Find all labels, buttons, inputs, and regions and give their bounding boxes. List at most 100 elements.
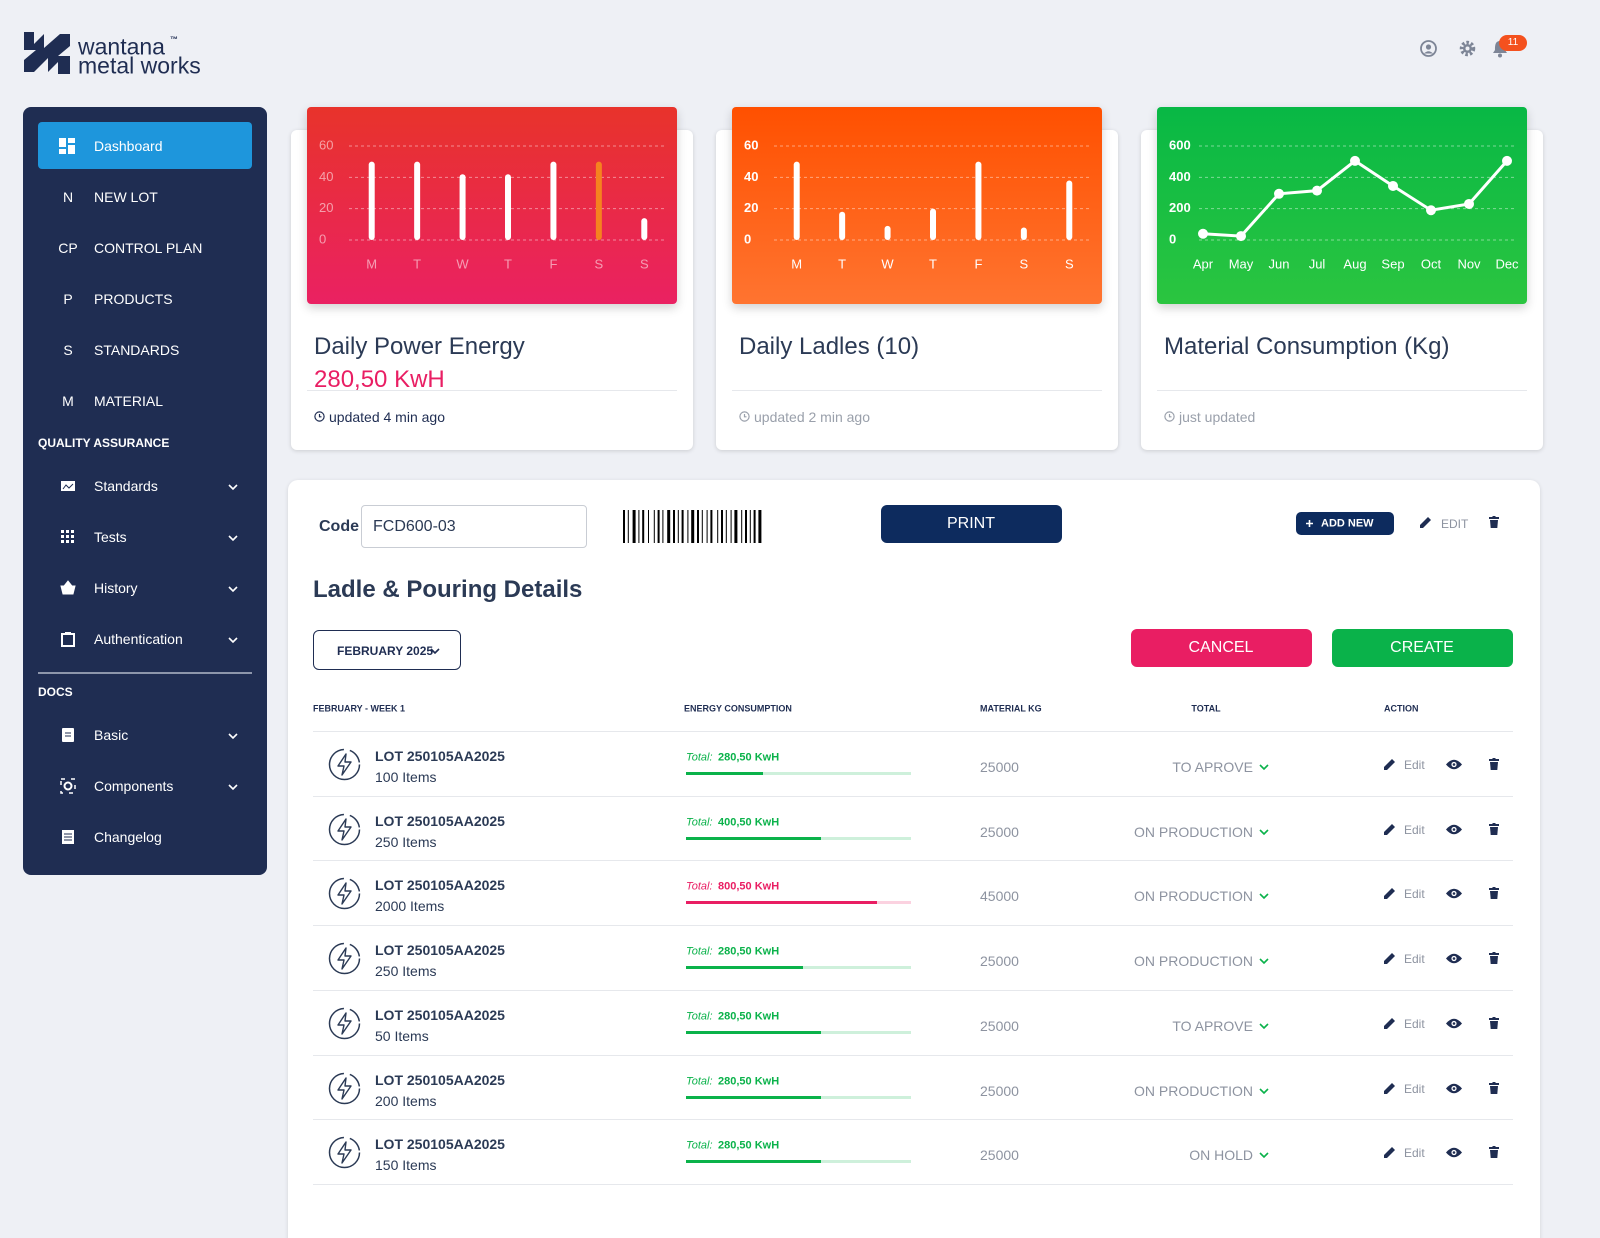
nav-label[interactable]: Components [94,778,174,794]
progress-bar [686,836,821,840]
settings-icon[interactable] [1459,40,1476,57]
delete-icon[interactable] [1489,758,1499,770]
lot-name: LOT 250105AA2025 [375,877,505,894]
material-kg: 45000 [980,888,1019,905]
nav-icon [60,580,76,595]
nav-label[interactable]: STANDARDS [94,342,180,358]
nav-label[interactable]: Authentication [94,631,183,647]
nav-label[interactable]: History [94,580,138,596]
edit-icon[interactable] [1383,1017,1396,1030]
edit-link[interactable]: Edit [1404,1016,1425,1031]
edit-icon[interactable] [1383,1082,1396,1095]
nav-label[interactable]: MATERIAL [94,393,163,409]
nav-label: Dashboard [94,138,163,154]
edit-link[interactable]: Edit [1404,1081,1425,1096]
bar [930,208,936,240]
nav-dashboard[interactable]: Dashboard [38,122,252,169]
chart: 0 20 40 60 M T W T F S S [319,137,667,271]
view-icon[interactable] [1446,824,1462,835]
row-divider [313,795,1513,797]
delete-icon[interactable] [1489,1081,1499,1094]
edit-link[interactable]: Edit [1404,758,1425,772]
nav-label[interactable]: Basic [94,727,129,743]
nav-label[interactable]: NEW LOT [94,189,158,205]
print-button[interactable]: PRINT [881,505,1062,543]
nav-label[interactable]: Standards [94,478,158,494]
code-input[interactable]: FCD600-03 [361,505,587,548]
month-select[interactable]: FEBRUARY 2025 [313,630,461,670]
progress-bar [686,1160,821,1164]
edit-icon[interactable] [1383,887,1396,900]
create-button[interactable]: CREATE [1332,629,1513,667]
card-title: Material Consumption (Kg) [1164,333,1450,360]
y-tick-label: 400 [1169,169,1191,184]
section-title: DOCS [38,685,73,699]
user-icon[interactable] [1420,40,1437,57]
view-icon[interactable] [1446,953,1462,964]
delete-icon[interactable] [1489,516,1499,528]
edit-link[interactable]: Edit [1404,822,1425,837]
status[interactable]: ON HOLD [1189,1147,1253,1164]
edit-icon[interactable] [1383,952,1396,965]
edit-link[interactable]: EDIT [1441,517,1469,531]
nav-label[interactable]: Tests [94,529,127,545]
edit-link[interactable]: Edit [1404,887,1425,902]
nav-icon-letter: CP [58,240,78,256]
bar [839,211,846,240]
edit-link[interactable]: Edit [1404,1146,1425,1161]
nav-icon-letter: M [62,393,74,409]
nav-label[interactable]: PRODUCTS [94,291,173,307]
view-icon[interactable] [1446,1083,1462,1094]
chart-header [732,107,1102,304]
y-tick-label: 20 [319,200,333,215]
delete-icon[interactable] [1489,1016,1499,1029]
view-icon[interactable] [1446,1018,1462,1029]
x-tick-label: F [549,256,557,271]
y-tick-label: 0 [1169,231,1176,246]
status[interactable]: ON PRODUCTION [1134,888,1253,905]
delete-icon[interactable] [1489,952,1499,965]
bar [884,225,891,240]
energy-value: 280,50 KwH [718,1139,780,1152]
nav-icon [60,778,76,794]
delete-icon[interactable] [1489,887,1499,900]
status[interactable]: ON PRODUCTION [1134,953,1253,970]
material-kg: 25000 [980,1017,1019,1034]
cancel-button[interactable]: CANCEL [1131,629,1312,667]
nav-icon [62,830,74,844]
sidebar-divider [38,672,252,674]
delete-icon[interactable] [1489,822,1499,835]
x-tick-label: Jul [1309,256,1326,271]
edit-icon[interactable] [1383,758,1396,771]
logo-mark [24,32,70,74]
view-icon[interactable] [1446,759,1462,770]
lot-items: 50 Items [375,1027,429,1044]
chevron-icon [430,648,440,655]
nav-label[interactable]: Changelog [94,829,162,845]
edit-icon[interactable] [1383,823,1396,836]
status[interactable]: TO APROVE [1172,759,1253,775]
view-icon[interactable] [1446,888,1462,899]
view-icon[interactable] [1446,1147,1462,1158]
nav-label[interactable]: CONTROL PLAN [94,240,203,256]
y-tick-label: 0 [744,231,751,246]
brand-mark: ™ [170,35,178,44]
material-kg: 25000 [980,1082,1019,1099]
point [1274,188,1284,199]
status[interactable]: ON PRODUCTION [1134,823,1253,840]
edit-icon[interactable] [1419,516,1432,529]
add-new-button[interactable]: ADD NEW [1296,512,1394,535]
delete-icon[interactable] [1489,1146,1499,1159]
chart-header [307,107,677,304]
status[interactable]: ON PRODUCTION [1134,1082,1253,1099]
column-header: ACTION [1384,703,1419,714]
status[interactable]: TO APROVE [1172,1017,1253,1034]
lot-name: LOT 250105AA2025 [375,942,505,959]
row-divider [313,1183,1513,1185]
edit-link[interactable]: Edit [1404,952,1425,967]
x-tick-label: T [413,256,421,271]
point [1236,231,1246,242]
details-panel [288,480,1540,1238]
edit-icon[interactable] [1383,1146,1396,1159]
button-label: CREATE [1390,639,1454,656]
